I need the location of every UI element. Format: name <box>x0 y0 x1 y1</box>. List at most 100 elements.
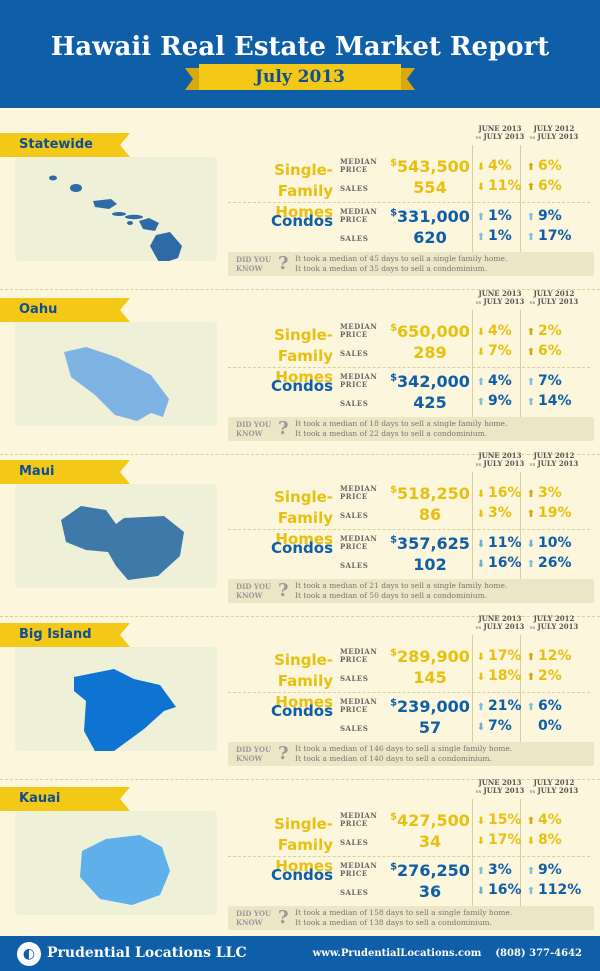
arrow-up-icon: ⬆ <box>526 886 536 897</box>
median-price-label: MEDIAN PRICE <box>340 697 378 714</box>
condo-sales-change-month: ⬇ 16% <box>476 882 538 898</box>
sf-sales-change-month: ⬇ 7% <box>476 343 538 359</box>
fact-condo: It took a median of 22 days to sell a co… <box>295 429 488 438</box>
sf-price-change-year: ⬆ 3% <box>526 485 588 501</box>
percent-value: 16% <box>488 485 522 501</box>
percent-value: 6% <box>538 698 562 714</box>
region-section-oahu: Oahu JUNE 2013 vs JULY 2013 JULY 2012 vs JUL… <box>0 290 600 455</box>
arrow-up-icon: ⬆ <box>526 509 536 520</box>
condo-sales-change-month: ⬇ 16% <box>476 555 538 571</box>
sf-sales-change-month: ⬇ 18% <box>476 668 538 684</box>
arrow-down-icon: ⬇ <box>476 672 486 683</box>
percent-value: 16% <box>488 555 522 571</box>
column-divider <box>520 799 521 907</box>
condo-sales-change-year: 0% <box>526 718 588 734</box>
condos-label: Condos <box>271 702 333 720</box>
median-price-label: MEDIAN PRICE <box>340 372 378 389</box>
col-header-year: JULY 2012 vs JULY 2013 <box>529 614 579 632</box>
sf-price-change-year: ⬆ 6% <box>526 158 588 174</box>
sales-label: SALES <box>340 561 369 570</box>
col-header-month: JUNE 2013 vs JULY 2013 <box>475 124 525 142</box>
did-you-know-label: DID YOU KNOW <box>236 909 272 927</box>
percent-value: 8% <box>538 832 562 848</box>
sf-sales-change-year: ⬆ 6% <box>526 343 588 359</box>
condo-price-change-month: ⬆ 1% <box>476 208 538 224</box>
phone-number: (808) 377-4642 <box>495 948 582 959</box>
arrow-up-icon: ⬆ <box>476 232 486 243</box>
sales-label: SALES <box>340 234 369 243</box>
did-you-know-box: DID YOU KNOW? It took a median of 21 days … <box>228 579 594 603</box>
sf-sales: 34 <box>418 832 442 851</box>
arrow-down-icon: ⬇ <box>476 347 486 358</box>
percent-value: 11% <box>488 535 522 551</box>
condos-label: Condos <box>271 377 333 395</box>
condo-price-change-month: ⬇ 11% <box>476 535 538 551</box>
percent-value: 3% <box>488 862 512 878</box>
sf-price-change-month: ⬇ 16% <box>476 485 538 501</box>
sf-median-price: $427,500 <box>390 811 470 830</box>
island-map <box>15 647 217 753</box>
column-divider <box>520 635 521 743</box>
question-mark-icon: ? <box>278 253 289 274</box>
island-map <box>15 811 217 915</box>
row-divider <box>228 529 590 530</box>
column-divider <box>520 472 521 580</box>
rock-logo-icon: ◐ <box>17 942 41 966</box>
sf-sales: 145 <box>413 668 447 687</box>
condo-price-change-year: ⬆ 9% <box>526 208 588 224</box>
condo-sales: 102 <box>413 555 447 574</box>
condo-sales-change-year: ⬆ 14% <box>526 393 588 409</box>
percent-value: 11% <box>488 178 522 194</box>
report-title: Hawaii Real Estate Market Report <box>50 32 550 62</box>
percent-value: 10% <box>538 535 572 551</box>
single-family-label: Single-Family Homes <box>274 651 333 711</box>
percent-value: 2% <box>538 323 562 339</box>
percent-value: 16% <box>488 882 522 898</box>
region-tab: Kauai <box>0 787 130 811</box>
arrow-up-icon: ⬆ <box>526 866 536 877</box>
question-mark-icon: ? <box>278 580 289 601</box>
sales-label: SALES <box>340 724 369 733</box>
arrow-down-icon: ⬇ <box>526 836 536 847</box>
region-section-statewide: Statewide JUNE 2013 vs JULY 2013 JULY 2012 v… <box>0 124 600 290</box>
condo-price-change-year: ⬇ 10% <box>526 535 588 551</box>
website-link[interactable]: www.PrudentialLocations.com <box>312 948 482 959</box>
scallop-border <box>0 103 600 113</box>
arrow-down-icon: ⬇ <box>526 539 536 550</box>
arrow-up-icon: ⬆ <box>526 377 536 388</box>
region-section-big-island: Big Island JUNE 2013 vs JULY 2013 JULY 2012… <box>0 614 600 780</box>
row-divider <box>228 856 590 857</box>
arrow-up-icon: ⬆ <box>526 816 536 827</box>
percent-value: 4% <box>488 373 512 389</box>
percent-value: 3% <box>488 505 512 521</box>
percent-value: 112% <box>538 882 582 898</box>
column-divider <box>520 145 521 253</box>
median-price-label: MEDIAN PRICE <box>340 647 378 664</box>
arrow-up-icon: ⬆ <box>526 162 536 173</box>
did-you-know-box: DID YOU KNOW? It took a median of 45 days … <box>228 252 594 276</box>
sf-sales-change-year: ⬆ 19% <box>526 505 588 521</box>
date-ribbon: July 2013 <box>185 64 415 90</box>
arrow-down-icon: ⬇ <box>476 886 486 897</box>
column-divider <box>472 310 473 418</box>
percent-value: 12% <box>538 648 572 664</box>
condo-median-price: $276,250 <box>390 861 470 880</box>
column-divider <box>472 472 473 580</box>
condos-label: Condos <box>271 866 333 884</box>
condo-sales-change-month: ⬆ 9% <box>476 393 538 409</box>
sf-price-change-month: ⬇ 17% <box>476 648 538 664</box>
condo-median-price: $331,000 <box>390 207 470 226</box>
sales-label: SALES <box>340 674 369 683</box>
arrow-down-icon: ⬇ <box>476 722 486 733</box>
column-divider <box>520 310 521 418</box>
arrow-up-icon: ⬆ <box>526 182 536 193</box>
fact-condo: It took a median of 138 days to sell a c… <box>295 918 492 927</box>
percent-value: 6% <box>538 178 562 194</box>
arrow-down-icon: ⬇ <box>476 509 486 520</box>
arrow-down-icon: ⬇ <box>476 652 486 663</box>
col-header-month: JUNE 2013 vs JULY 2013 <box>475 451 525 469</box>
sf-sales-change-year: ⬇ 8% <box>526 832 588 848</box>
column-divider <box>472 635 473 743</box>
arrow-up-icon: ⬆ <box>476 702 486 713</box>
did-you-know-label: DID YOU KNOW <box>236 420 272 438</box>
